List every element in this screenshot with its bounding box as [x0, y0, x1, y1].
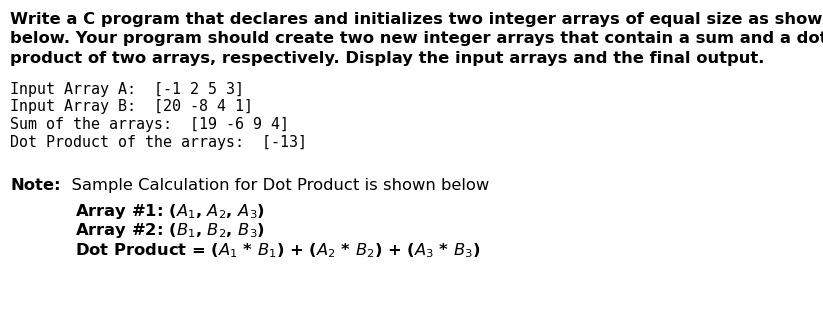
Text: Sum of the arrays:  [19 -6 9 4]: Sum of the arrays: [19 -6 9 4]: [10, 117, 289, 132]
Text: Array #2: ($B_1$, $B_2$, $B_3$): Array #2: ($B_1$, $B_2$, $B_3$): [75, 221, 265, 241]
Text: Write a C program that declares and initializes two integer arrays of equal size: Write a C program that declares and init…: [10, 12, 823, 27]
Text: Input Array A:  [-1 2 5 3]: Input Array A: [-1 2 5 3]: [10, 82, 244, 97]
Text: product of two arrays, respectively. Display the input arrays and the final outp: product of two arrays, respectively. Dis…: [10, 51, 765, 66]
Text: Input Array B:  [20 -8 4 1]: Input Array B: [20 -8 4 1]: [10, 100, 253, 115]
Text: Note:: Note:: [10, 178, 61, 193]
Text: below. Your program should create two new integer arrays that contain a sum and : below. Your program should create two ne…: [10, 31, 823, 47]
Text: Dot Product = ($A_1$ * $B_1$) + ($A_2$ * $B_2$) + ($A_3$ * $B_3$): Dot Product = ($A_1$ * $B_1$) + ($A_2$ *…: [75, 241, 480, 260]
Text: Sample Calculation for Dot Product is shown below: Sample Calculation for Dot Product is sh…: [61, 178, 489, 193]
Text: Dot Product of the arrays:  [-13]: Dot Product of the arrays: [-13]: [10, 135, 307, 149]
Text: Array #1: ($A_1$, $A_2$, $A_3$): Array #1: ($A_1$, $A_2$, $A_3$): [75, 202, 265, 221]
